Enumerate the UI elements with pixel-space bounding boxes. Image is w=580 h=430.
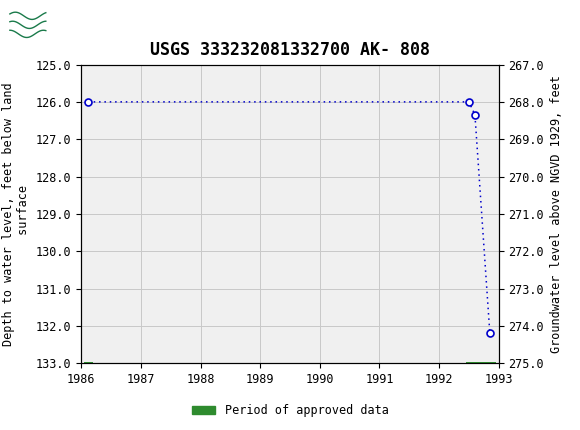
Y-axis label: Depth to water level, feet below land
 surface: Depth to water level, feet below land su… bbox=[2, 82, 30, 346]
Text: USGS: USGS bbox=[58, 12, 122, 33]
Text: USGS 333232081332700 AK- 808: USGS 333232081332700 AK- 808 bbox=[150, 41, 430, 59]
Bar bbox=[7, 6, 49, 40]
Y-axis label: Groundwater level above NGVD 1929, feet: Groundwater level above NGVD 1929, feet bbox=[550, 75, 563, 353]
Bar bbox=[84, 362, 93, 365]
Legend: Period of approved data: Period of approved data bbox=[187, 399, 393, 422]
Bar bbox=[466, 362, 496, 365]
